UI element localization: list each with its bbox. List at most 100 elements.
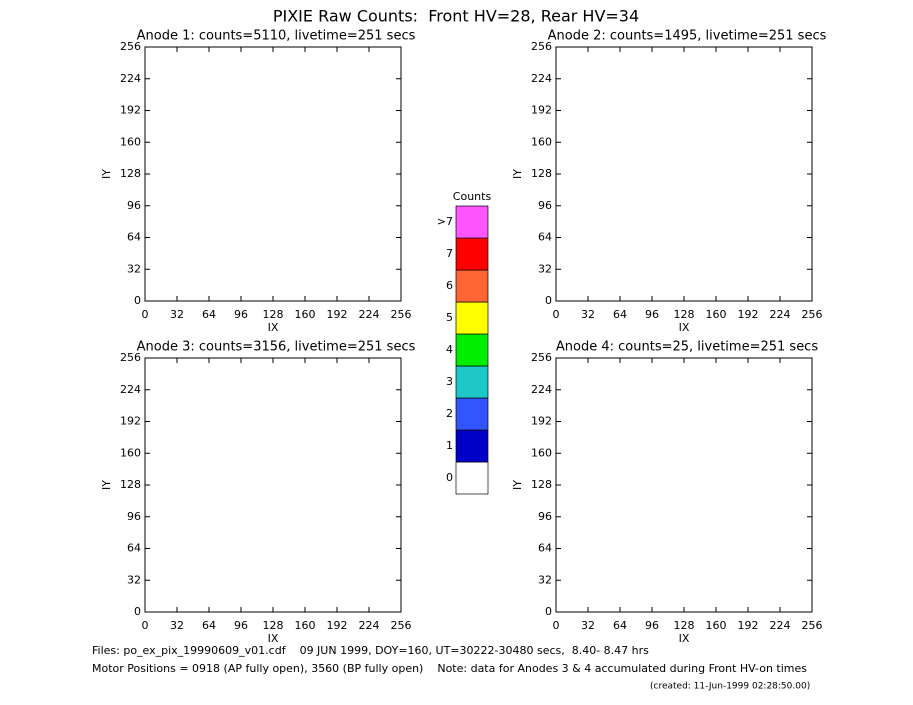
- panel-title: Anode 3: counts=3156, livetime=251 secs: [137, 340, 416, 355]
- x-tick-label: 224: [770, 619, 791, 632]
- colorbar-swatch: [455, 365, 489, 399]
- y-tick-label: 224: [120, 72, 141, 85]
- footer-motor: Motor Positions = 0918 (AP fully open), …: [92, 662, 807, 675]
- y-tick-label: 160: [120, 446, 141, 459]
- x-tick-label: 64: [613, 308, 627, 321]
- y-tick-label: 64: [127, 231, 141, 244]
- footer-files: Files: po_ex_pix_19990609_v01.cdf 09 JUN…: [92, 644, 649, 657]
- x-tick-label: 128: [263, 308, 284, 321]
- y-tick-label: 256: [531, 40, 552, 53]
- y-tick-label: 224: [531, 383, 552, 396]
- x-tick-label: 160: [295, 308, 316, 321]
- y-tick-label: 160: [120, 135, 141, 148]
- colorbar-label: 3: [446, 375, 453, 388]
- y-tick-label: 224: [120, 383, 141, 396]
- x-tick-label: 160: [706, 308, 727, 321]
- y-tick-label: 192: [120, 104, 141, 117]
- colorbar-label: 2: [446, 407, 453, 420]
- plot-frame: [144, 357, 402, 613]
- colorbar-swatch: [455, 397, 489, 431]
- x-tick-label: 160: [706, 619, 727, 632]
- y-tick-label: 128: [531, 478, 552, 491]
- colorbar-swatch: [455, 269, 489, 303]
- y-tick-label: 0: [545, 294, 552, 307]
- colorbar-swatch: [455, 333, 489, 367]
- x-tick-label: 96: [645, 619, 659, 632]
- x-tick-label: 256: [391, 308, 412, 321]
- y-tick-label: 128: [120, 478, 141, 491]
- plot-frame: [555, 357, 813, 613]
- x-tick-label: 32: [581, 619, 595, 632]
- plot-frame: [555, 46, 813, 302]
- x-tick-label: 256: [391, 619, 412, 632]
- x-tick-label: 224: [770, 308, 791, 321]
- x-tick-label: 0: [142, 619, 149, 632]
- panel-title: Anode 2: counts=1495, livetime=251 secs: [548, 29, 827, 44]
- x-tick-label: 160: [295, 619, 316, 632]
- y-tick-label: 160: [531, 135, 552, 148]
- x-tick-label: 128: [674, 619, 695, 632]
- x-axis-label: IX: [268, 632, 279, 645]
- y-tick-label: 96: [538, 510, 552, 523]
- footer-created: (created: 11-Jun-1999 02:28:50.00): [650, 682, 810, 692]
- y-tick-label: 0: [545, 605, 552, 618]
- colorbar-title: Counts: [453, 190, 492, 203]
- y-tick-label: 0: [134, 605, 141, 618]
- figure-title: PIXIE Raw Counts: Front HV=28, Rear HV=3…: [273, 7, 639, 26]
- y-tick-label: 192: [531, 415, 552, 428]
- y-tick-label: 32: [538, 262, 552, 275]
- x-axis-label: IX: [679, 632, 690, 645]
- y-tick-label: 256: [120, 40, 141, 53]
- x-tick-label: 224: [359, 308, 380, 321]
- colorbar-label: 1: [446, 439, 453, 452]
- x-tick-label: 96: [645, 308, 659, 321]
- x-tick-label: 0: [553, 619, 560, 632]
- x-tick-label: 0: [142, 308, 149, 321]
- x-tick-label: 192: [738, 308, 759, 321]
- x-tick-label: 32: [581, 308, 595, 321]
- colorbar-swatch: [455, 205, 489, 239]
- x-tick-label: 192: [738, 619, 759, 632]
- x-tick-label: 64: [613, 619, 627, 632]
- y-tick-label: 64: [538, 542, 552, 555]
- y-tick-label: 64: [538, 231, 552, 244]
- x-tick-label: 32: [170, 619, 184, 632]
- plot-frame: [144, 46, 402, 302]
- y-axis-label: IY: [511, 169, 524, 179]
- colorbar-label: 6: [446, 279, 453, 292]
- y-tick-label: 192: [531, 104, 552, 117]
- y-tick-label: 224: [531, 72, 552, 85]
- x-tick-label: 128: [263, 619, 284, 632]
- y-axis-label: IY: [100, 169, 113, 179]
- y-tick-label: 128: [120, 167, 141, 180]
- x-tick-label: 64: [202, 308, 216, 321]
- colorbar-swatch: [455, 429, 489, 463]
- y-axis-label: IY: [100, 480, 113, 490]
- y-tick-label: 192: [120, 415, 141, 428]
- x-axis-label: IX: [268, 321, 279, 334]
- y-tick-label: 256: [531, 351, 552, 364]
- colorbar-label: 0: [446, 471, 453, 484]
- y-tick-label: 96: [538, 199, 552, 212]
- panel-title: Anode 4: counts=25, livetime=251 secs: [556, 340, 818, 355]
- y-tick-label: 96: [127, 199, 141, 212]
- x-tick-label: 224: [359, 619, 380, 632]
- x-tick-label: 256: [802, 619, 823, 632]
- x-axis-label: IX: [679, 321, 690, 334]
- x-tick-label: 192: [327, 308, 348, 321]
- y-tick-label: 0: [134, 294, 141, 307]
- y-tick-label: 128: [531, 167, 552, 180]
- x-tick-label: 96: [234, 308, 248, 321]
- y-tick-label: 32: [127, 573, 141, 586]
- colorbar-label: 7: [446, 247, 453, 260]
- y-tick-label: 32: [538, 573, 552, 586]
- colorbar-swatch: [455, 461, 489, 495]
- y-axis-label: IY: [511, 480, 524, 490]
- colorbar-label: 4: [446, 343, 453, 356]
- y-tick-label: 32: [127, 262, 141, 275]
- y-tick-label: 64: [127, 542, 141, 555]
- x-tick-label: 192: [327, 619, 348, 632]
- x-tick-label: 256: [802, 308, 823, 321]
